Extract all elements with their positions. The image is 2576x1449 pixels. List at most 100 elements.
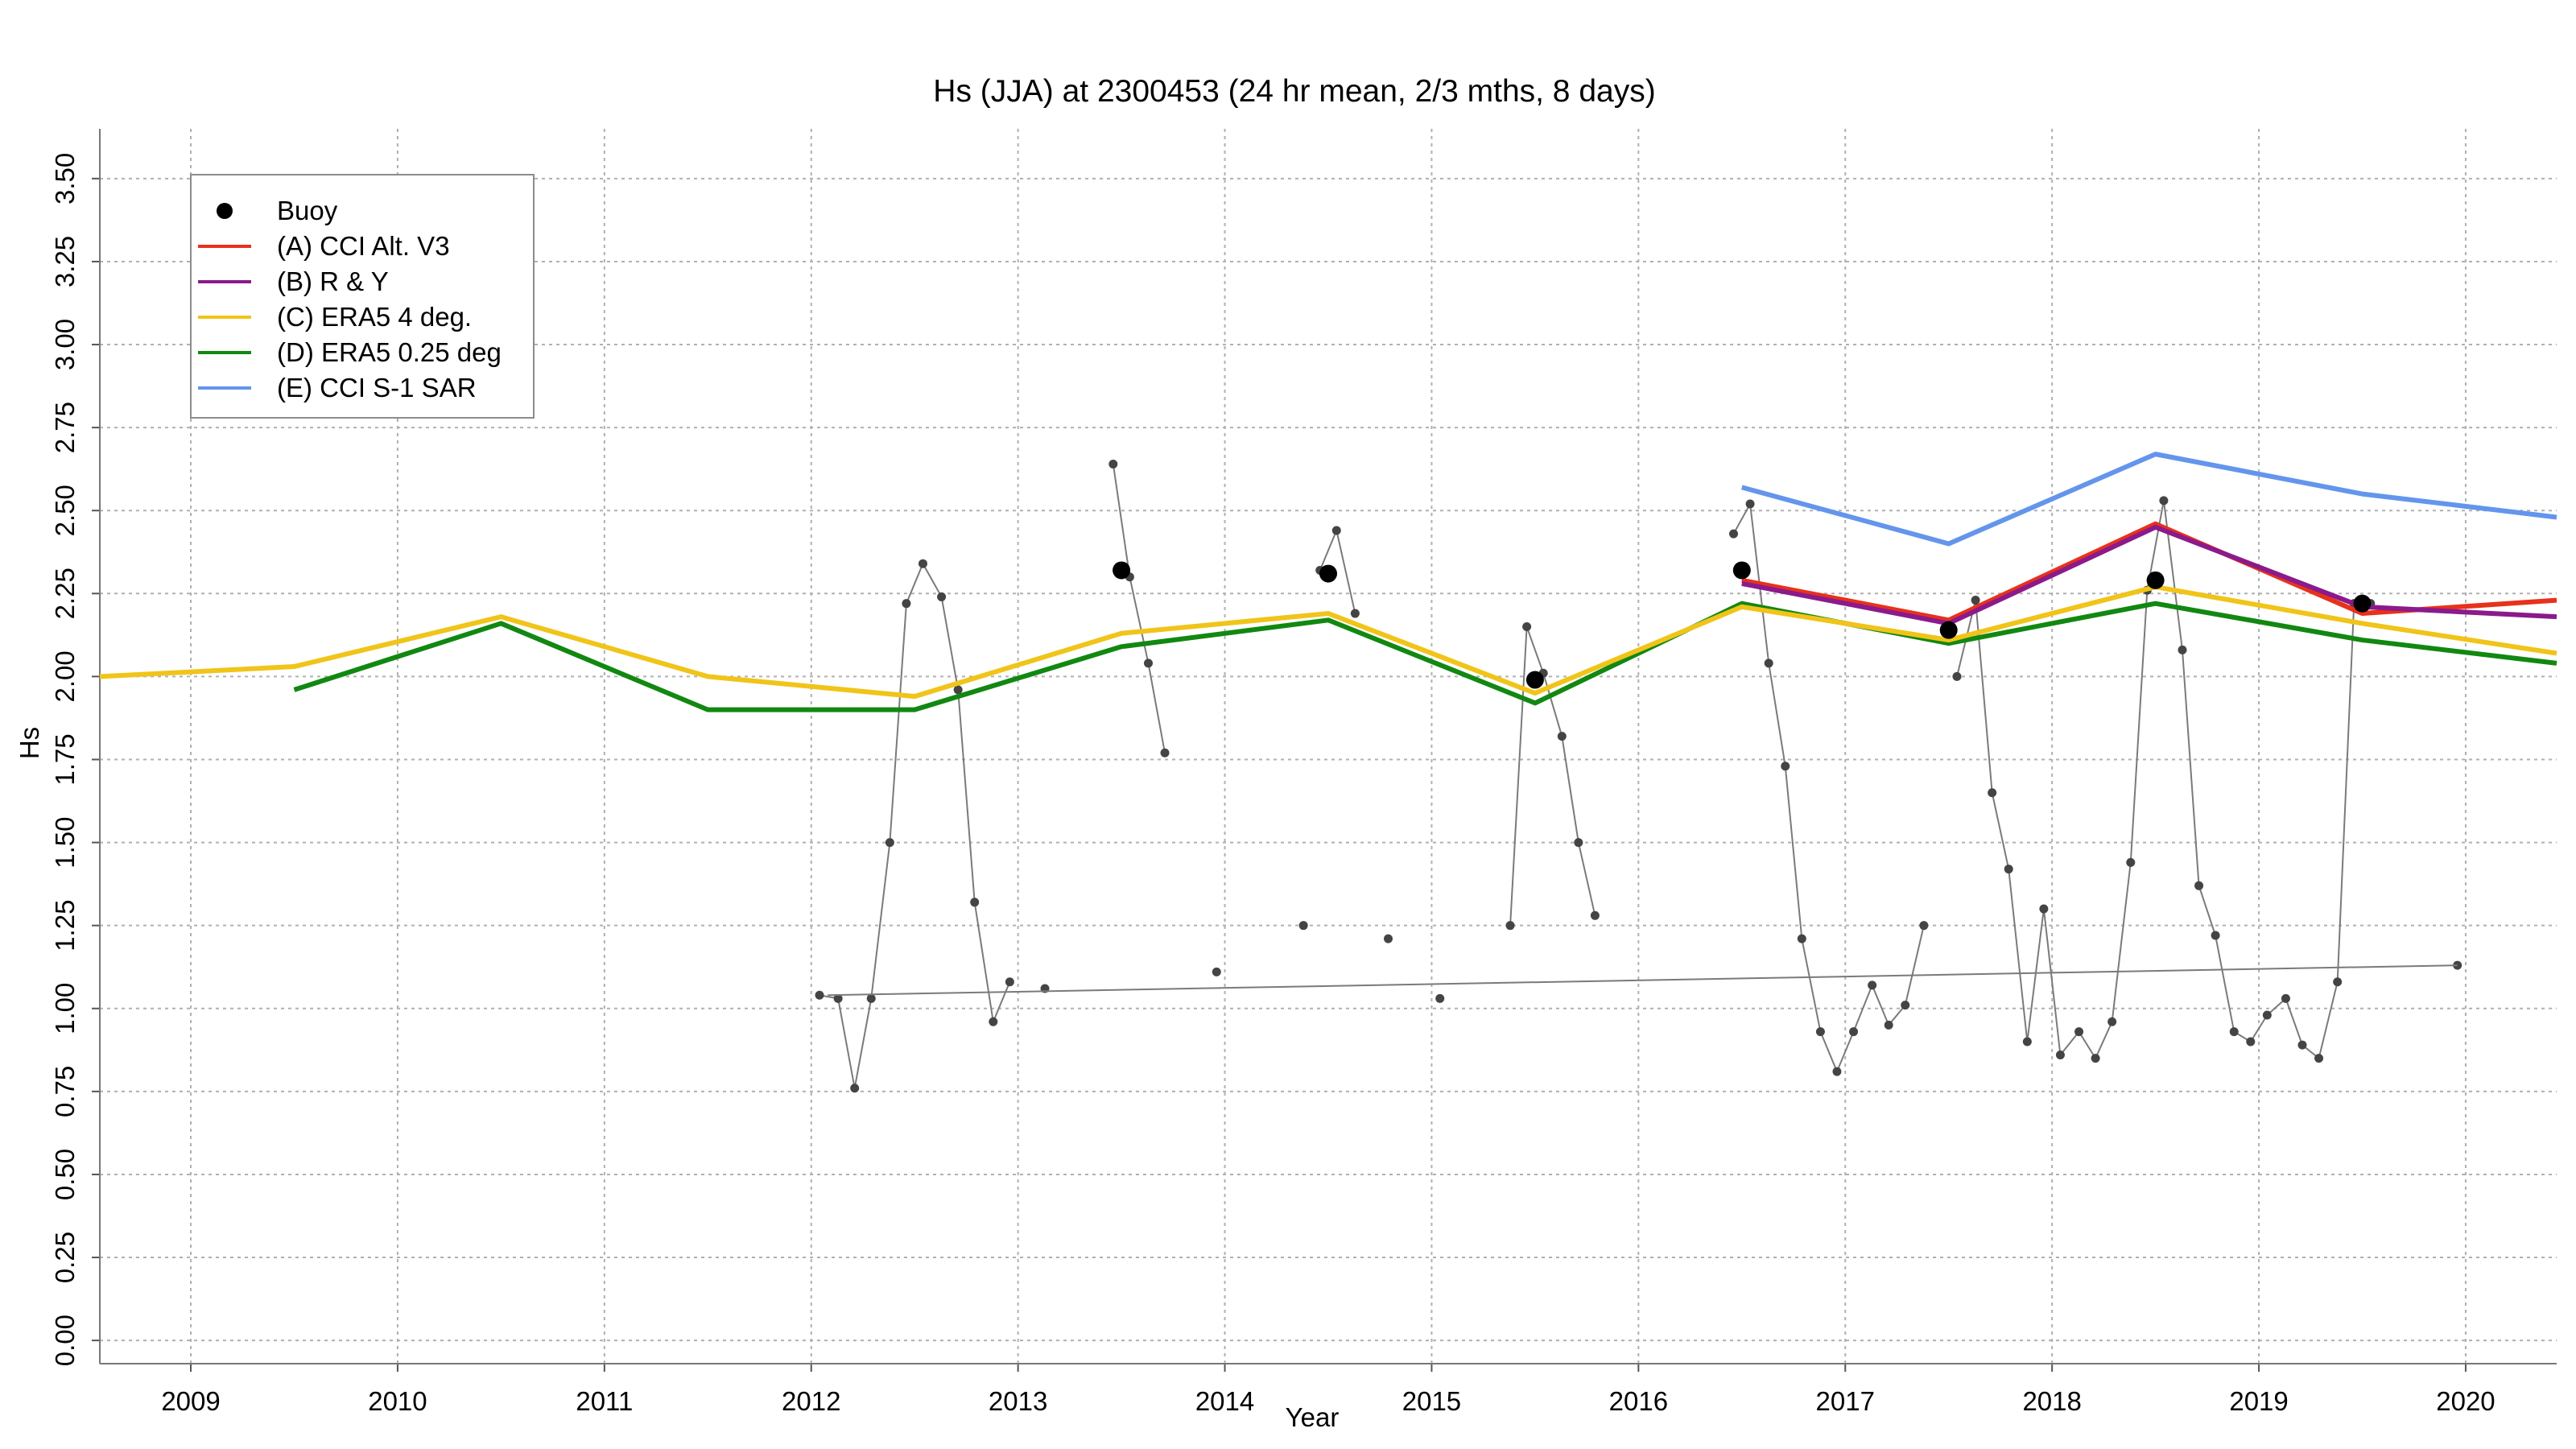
buoy-point (1525, 671, 1544, 689)
y-tick-label: 0.75 (50, 1066, 80, 1117)
legend: Buoy (A) CCI Alt. V3 (B) R & Y (C) ERA5 … (190, 174, 535, 419)
monthly-point (815, 990, 824, 1000)
monthly-point (1505, 921, 1515, 931)
monthly-point (1384, 934, 1393, 943)
monthly-point (1435, 993, 1445, 1003)
monthly-point (2262, 1010, 2272, 1020)
monthly-point (1298, 921, 1308, 931)
monthly-point (1884, 1020, 1893, 1030)
buoy-point (1319, 564, 1337, 583)
series-line--c-era5-4-deg- (99, 584, 2557, 700)
buoy-point (2146, 571, 2165, 589)
monthly-point (2126, 857, 2136, 867)
monthly-point (1108, 459, 1118, 469)
monthly-point (2229, 1027, 2239, 1037)
monthly-point (2297, 1040, 2307, 1050)
monthly-point (2314, 1054, 2324, 1063)
monthly-point (2004, 865, 2013, 874)
monthly-point (1331, 526, 1341, 535)
y-tick-label: 3.25 (50, 236, 80, 287)
monthly-point (1952, 671, 1962, 681)
legend-label-r-and-y: (B) R & Y (277, 266, 389, 296)
y-tick-label: 1.25 (50, 900, 80, 952)
monthly-point (1849, 1027, 1859, 1037)
legend-item-era5-025deg: (D) ERA5 0.25 deg (192, 336, 530, 369)
y-tick-label: 2.50 (50, 485, 80, 536)
axis-labels: Hs (JJA) at 2300453 (24 hr mean, 2/3 mth… (14, 74, 1656, 1432)
monthly-point (2246, 1037, 2256, 1046)
series-line--b-r-y (1741, 524, 2557, 626)
monthly-point (1350, 609, 1360, 618)
y-tick-label: 0.25 (50, 1232, 80, 1283)
y-tick-label: 1.75 (50, 733, 80, 785)
monthly-point (918, 559, 927, 568)
axes: 2009 2010 2011 2012 2013 2014 2015 2016 2017 2018… (50, 129, 2557, 1416)
monthly-point (1781, 762, 1790, 771)
monthly-series (815, 459, 2462, 1093)
legend-swatch-era5-4deg (198, 316, 251, 319)
monthly-point (1212, 967, 1221, 976)
monthly-point (1160, 748, 1170, 758)
legend-item-cci-alt: (A) CCI Alt. V3 (192, 230, 530, 262)
legend-marker-buoy (217, 203, 233, 219)
monthly-point (1832, 1067, 1842, 1076)
monthly-point (850, 1084, 860, 1093)
legend-swatch-era5-025deg (198, 351, 251, 354)
monthly-point (1868, 980, 1877, 990)
legend-label-cci-sar: (E) CCI S-1 SAR (277, 373, 477, 402)
monthly-point (1729, 529, 1739, 539)
x-tick-label: 2009 (161, 1386, 220, 1416)
legend-swatch-r-and-y (198, 280, 251, 283)
x-tick-label: 2012 (782, 1386, 840, 1416)
chart-title: Hs (JJA) at 2300453 (24 hr mean, 2/3 mth… (933, 74, 1655, 109)
legend-item-era5-4deg: (C) ERA5 4 deg. (192, 301, 530, 333)
legend-item-r-and-y: (B) R & Y (192, 266, 530, 298)
y-tick-label: 3.50 (50, 153, 80, 204)
monthly-point (1988, 788, 1997, 798)
legend-label-cci-alt: (A) CCI Alt. V3 (277, 231, 450, 261)
buoy-point (2353, 594, 2372, 613)
monthly-point (1143, 658, 1153, 668)
legend-label-buoy: Buoy (277, 196, 338, 225)
y-tick-label: 2.25 (50, 568, 80, 619)
monthly-point (1574, 838, 1583, 848)
y-tick-label: 1.50 (50, 816, 80, 868)
monthly-point (2211, 931, 2220, 940)
x-tick-label: 2016 (1609, 1386, 1668, 1416)
monthly-point (2074, 1027, 2084, 1037)
x-tick-label: 2015 (1402, 1386, 1461, 1416)
monthly-point (2178, 645, 2187, 654)
buoy-point (1939, 621, 1958, 639)
monthly-point (902, 599, 911, 609)
y-tick-label: 1.00 (50, 983, 80, 1034)
monthly-point (2107, 1017, 2117, 1026)
monthly-point (2022, 1037, 2032, 1046)
monthly-point (1522, 622, 1532, 632)
monthly-point (1815, 1027, 1825, 1037)
monthly-segment-0 (819, 561, 1011, 1088)
monthly-point (2194, 881, 2204, 890)
monthly-point (2039, 904, 2049, 914)
x-axis-label: Year (1286, 1402, 1340, 1432)
monthly-point (2159, 496, 2169, 506)
buoy-points (1113, 561, 2372, 689)
y-tick-label: 3.00 (50, 319, 80, 370)
buoy-point (1732, 561, 1751, 580)
monthly-point (885, 838, 894, 848)
monthly-point (953, 685, 963, 695)
monthly-point (1590, 910, 1600, 920)
monthly-point (2091, 1054, 2100, 1063)
monthly-point (1797, 934, 1806, 943)
monthly-segment-1 (1112, 464, 1166, 753)
legend-item-cci-sar: (E) CCI S-1 SAR (192, 372, 530, 404)
monthly-point (937, 592, 947, 601)
y-tick-label: 2.00 (50, 650, 80, 702)
y-tick-label: 0.50 (50, 1149, 80, 1200)
y-axis-label: Hs (14, 727, 44, 759)
monthly-point (2333, 977, 2343, 987)
monthly-segment-5 (1509, 626, 1596, 926)
monthly-point (970, 898, 980, 907)
legend-item-buoy: Buoy (192, 195, 530, 227)
monthly-point (2055, 1051, 2065, 1059)
